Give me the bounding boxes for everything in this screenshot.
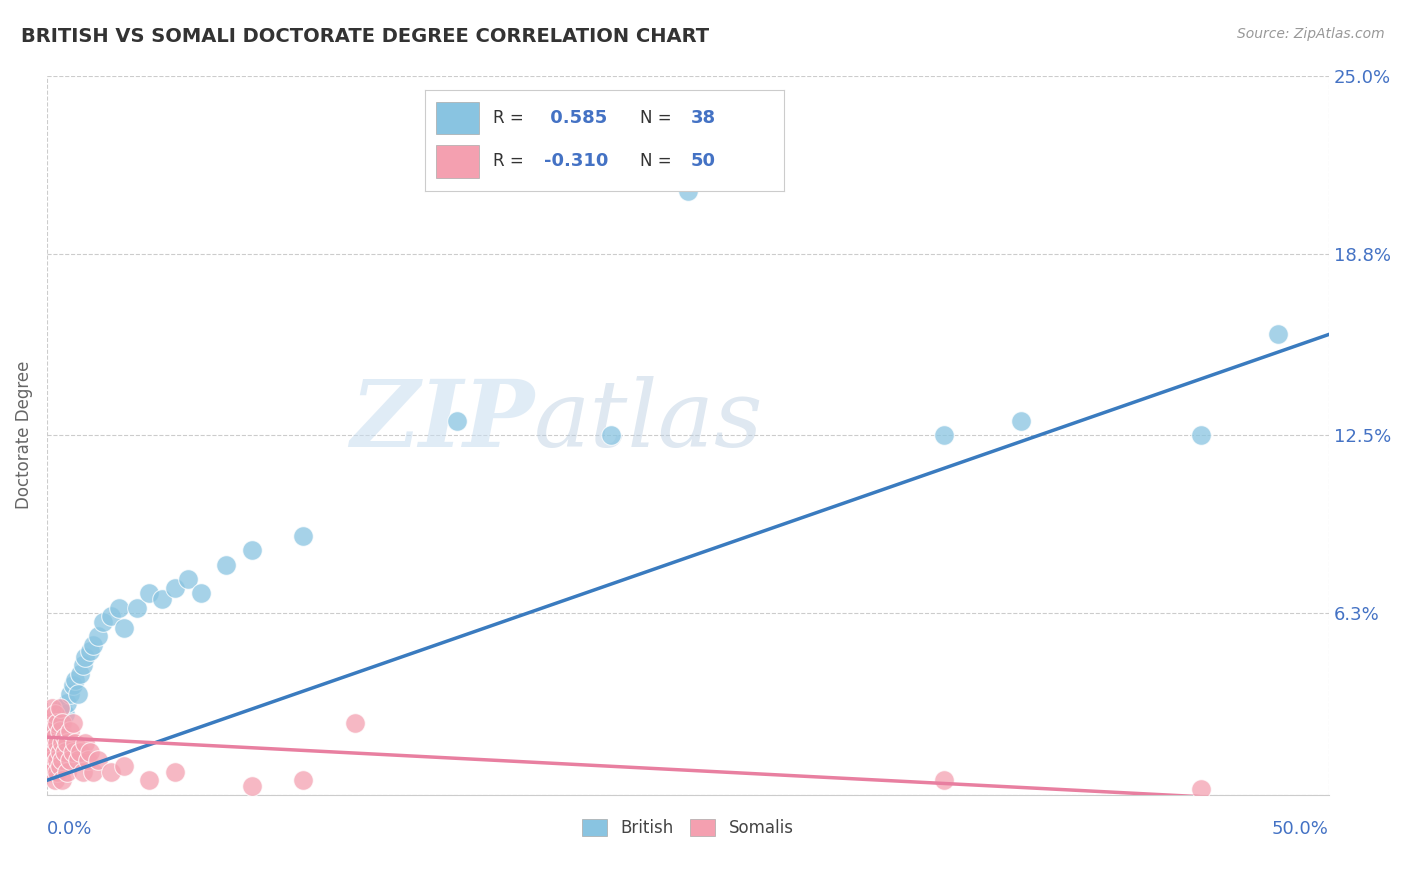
Point bbox=[59, 724, 82, 739]
Point bbox=[215, 558, 238, 572]
Point bbox=[44, 730, 66, 744]
Point bbox=[63, 673, 86, 687]
Point bbox=[190, 586, 212, 600]
Point bbox=[51, 736, 73, 750]
Point bbox=[48, 745, 70, 759]
Point bbox=[165, 581, 187, 595]
Point bbox=[46, 736, 69, 750]
Point bbox=[240, 543, 263, 558]
Point bbox=[46, 753, 69, 767]
Point bbox=[72, 764, 94, 779]
Point bbox=[934, 773, 956, 788]
Point bbox=[87, 630, 110, 644]
Point bbox=[48, 759, 70, 773]
Point bbox=[63, 736, 86, 750]
Point bbox=[51, 753, 73, 767]
Point bbox=[41, 701, 63, 715]
Point bbox=[82, 764, 104, 779]
Point bbox=[53, 730, 76, 744]
Point bbox=[44, 745, 66, 759]
Point bbox=[62, 745, 84, 759]
Point bbox=[38, 745, 60, 759]
Point bbox=[41, 764, 63, 779]
Point bbox=[44, 773, 66, 788]
Point bbox=[48, 724, 70, 739]
Point bbox=[51, 701, 73, 715]
Point bbox=[38, 759, 60, 773]
Point bbox=[138, 773, 160, 788]
Point bbox=[51, 715, 73, 730]
Point bbox=[46, 715, 69, 730]
Point bbox=[62, 678, 84, 692]
Point bbox=[38, 715, 60, 730]
Point bbox=[1010, 414, 1032, 428]
Point bbox=[165, 764, 187, 779]
Point bbox=[446, 414, 468, 428]
Point bbox=[66, 687, 89, 701]
Point bbox=[38, 736, 60, 750]
Point bbox=[46, 764, 69, 779]
Point bbox=[62, 715, 84, 730]
Point bbox=[41, 753, 63, 767]
Text: atlas: atlas bbox=[534, 376, 763, 466]
Text: 50.0%: 50.0% bbox=[1272, 820, 1329, 838]
Point bbox=[100, 609, 122, 624]
Point bbox=[59, 753, 82, 767]
Point bbox=[53, 745, 76, 759]
Point bbox=[1189, 781, 1212, 796]
Point bbox=[177, 572, 200, 586]
Point bbox=[343, 715, 366, 730]
Point bbox=[41, 724, 63, 739]
Legend: British, Somalis: British, Somalis bbox=[575, 813, 800, 844]
Point bbox=[240, 779, 263, 793]
Point bbox=[44, 745, 66, 759]
Text: ZIP: ZIP bbox=[350, 376, 534, 466]
Point bbox=[934, 428, 956, 442]
Point bbox=[79, 644, 101, 658]
Point bbox=[107, 600, 129, 615]
Point bbox=[100, 764, 122, 779]
Y-axis label: Doctorate Degree: Doctorate Degree bbox=[15, 361, 32, 509]
Point bbox=[125, 600, 148, 615]
Point bbox=[41, 724, 63, 739]
Text: 0.0%: 0.0% bbox=[46, 820, 93, 838]
Point bbox=[1267, 327, 1289, 342]
Point bbox=[69, 745, 91, 759]
Point bbox=[53, 707, 76, 722]
Point bbox=[75, 649, 97, 664]
Point bbox=[72, 658, 94, 673]
Point bbox=[1189, 428, 1212, 442]
Point bbox=[48, 730, 70, 744]
Point bbox=[150, 592, 173, 607]
Point bbox=[82, 638, 104, 652]
Point bbox=[51, 773, 73, 788]
Point bbox=[87, 753, 110, 767]
Point bbox=[112, 759, 135, 773]
Point bbox=[56, 764, 79, 779]
Point bbox=[46, 715, 69, 730]
Point bbox=[79, 745, 101, 759]
Text: BRITISH VS SOMALI DOCTORATE DEGREE CORRELATION CHART: BRITISH VS SOMALI DOCTORATE DEGREE CORRE… bbox=[21, 27, 709, 45]
Text: Source: ZipAtlas.com: Source: ZipAtlas.com bbox=[1237, 27, 1385, 41]
Point bbox=[292, 773, 315, 788]
Point bbox=[91, 615, 114, 629]
Point bbox=[66, 753, 89, 767]
Point bbox=[48, 701, 70, 715]
Point bbox=[44, 707, 66, 722]
Point bbox=[56, 696, 79, 710]
Point bbox=[38, 736, 60, 750]
Point bbox=[112, 621, 135, 635]
Point bbox=[75, 736, 97, 750]
Point bbox=[676, 184, 699, 198]
Point bbox=[59, 687, 82, 701]
Point bbox=[56, 736, 79, 750]
Point bbox=[292, 529, 315, 543]
Point bbox=[77, 753, 100, 767]
Point bbox=[600, 428, 623, 442]
Point bbox=[138, 586, 160, 600]
Point bbox=[69, 666, 91, 681]
